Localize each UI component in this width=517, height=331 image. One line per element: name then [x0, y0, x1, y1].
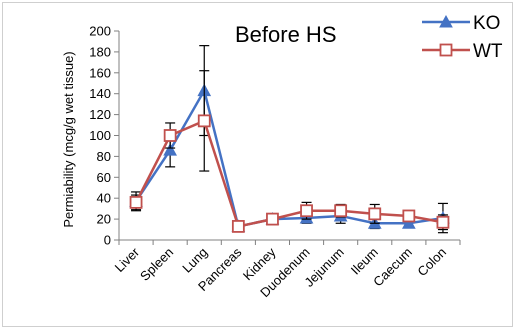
series-wt — [129, 70, 450, 233]
y-tick-label: 80 — [97, 149, 111, 164]
y-tick-label: 140 — [89, 86, 111, 101]
y-ticks: 0 20 40 60 80 100 120 140 160 180 200 — [89, 24, 119, 248]
y-tick-label: 100 — [89, 128, 111, 143]
y-tick-label: 60 — [97, 170, 111, 185]
legend-label: KO — [473, 13, 500, 34]
legend-item: KO — [422, 13, 500, 34]
legend-marker — [439, 43, 453, 57]
data-point — [368, 207, 382, 221]
series-line — [135, 87, 444, 228]
legend: KO WT — [422, 13, 503, 62]
data-point — [163, 143, 177, 156]
plot-area — [129, 45, 450, 234]
y-tick-label: 160 — [89, 65, 111, 80]
x-category-label: Liver — [112, 244, 143, 275]
y-tick-label: 180 — [89, 44, 111, 59]
chart-title: Before HS — [235, 22, 337, 47]
legend-marker — [439, 14, 453, 28]
data-point — [266, 212, 279, 226]
data-point — [163, 129, 177, 142]
x-category-label: Lung — [179, 245, 210, 276]
data-point — [231, 220, 245, 233]
legend-item: WT — [422, 41, 503, 62]
x-category-label: Spleen — [137, 245, 176, 284]
series-line — [134, 119, 444, 228]
data-point — [300, 204, 313, 218]
y-tick-label: 120 — [89, 107, 111, 122]
y-tick-label: 20 — [97, 212, 111, 227]
data-point — [334, 204, 348, 218]
data-point — [129, 195, 143, 209]
legend-label: WT — [473, 41, 503, 62]
data-point — [436, 215, 450, 229]
data-point — [197, 114, 211, 128]
series-ko — [129, 45, 450, 234]
x-category-label: Colon — [414, 245, 449, 280]
data-point — [402, 216, 416, 229]
data-point — [402, 209, 416, 223]
y-axis-label: Permiability (mcg/g wet tissue) — [61, 51, 76, 227]
chart-frame — [2, 2, 513, 327]
y-tick-label: 40 — [97, 191, 111, 206]
y-tick-label: 200 — [89, 24, 111, 39]
y-tick-label: 0 — [104, 233, 111, 248]
